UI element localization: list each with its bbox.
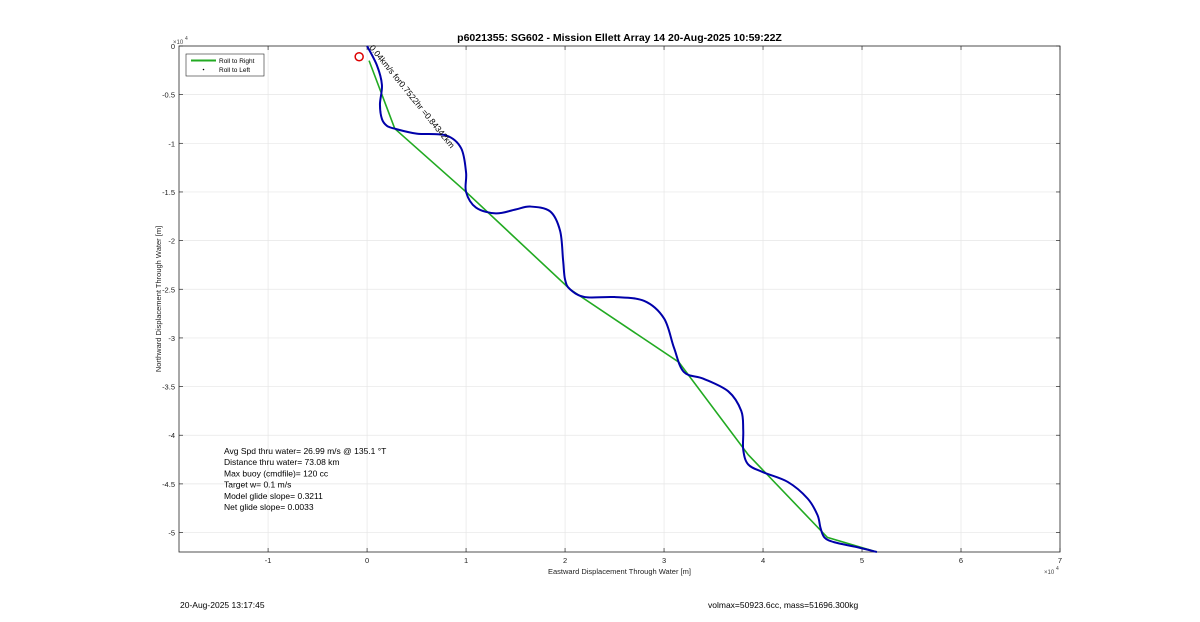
x-tick-label: 2	[563, 556, 567, 565]
series-track-line	[366, 45, 878, 553]
stats-block: Avg Spd thru water= 26.99 m/s @ 135.1 °T…	[224, 446, 386, 512]
x-tick-label: 6	[959, 556, 963, 565]
x-tick-label: 1	[464, 556, 468, 565]
stat-distance: Distance thru water= 73.08 km	[224, 457, 340, 467]
y-tick-label: -5	[168, 529, 175, 538]
y-tick-label: -0.5	[162, 91, 175, 100]
y-exponent-power: 4	[185, 36, 188, 42]
y-axis-exponent: ×10 4	[173, 36, 188, 46]
y-tick-label: -3.5	[162, 383, 175, 392]
x-tick-label: 0	[365, 556, 369, 565]
grid-lines	[179, 45, 1061, 552]
series-layer	[366, 45, 878, 553]
x-axis-exponent: ×10 4	[1044, 566, 1059, 576]
y-exponent-base: ×10	[173, 40, 184, 46]
chart-title: p6021355: SG602 - Mission Ellett Array 1…	[457, 32, 782, 44]
stat-avg-speed: Avg Spd thru water= 26.99 m/s @ 135.1 °T	[224, 446, 386, 456]
start-marker	[354, 51, 364, 62]
x-tick-label: -1	[265, 556, 272, 565]
y-tick-label: -1	[168, 139, 175, 148]
x-tick-label: 3	[662, 556, 666, 565]
y-tick-label: -2	[168, 237, 175, 246]
y-tick-label: -1.5	[162, 188, 175, 197]
x-tick-label: 5	[860, 556, 864, 565]
x-tick-label: 7	[1058, 556, 1062, 565]
x-tick-label: 4	[761, 556, 765, 565]
y-tick-label: -3	[168, 334, 175, 343]
stat-model-glide: Model glide slope= 0.3211	[224, 491, 323, 501]
y-tick-label: -4	[168, 431, 175, 440]
y-tick-label: -2.5	[162, 285, 175, 294]
x-exponent-power: 4	[1056, 566, 1059, 572]
y-tick-label: 0	[171, 42, 175, 51]
y-tick-label: -4.5	[162, 480, 175, 489]
legend: Roll to Right Roll to Left	[185, 53, 265, 77]
plot-frame	[178, 45, 1061, 553]
stat-max-buoy: Max buoy (cmdfile)= 120 cc	[224, 468, 329, 478]
axis-ticks: -1 0 1 2 3 4 5 6 7 0 -0.5 -1 -1.5 -2 -2.5 -3 -3.5 -4 -4.5 -…	[162, 42, 1062, 565]
stat-target-w: Target w= 0.1 m/s	[224, 480, 291, 490]
legend-label-roll-left: Roll to Left	[219, 67, 250, 74]
y-axis-label: Northward Displacement Through Water [m]	[154, 226, 163, 372]
series-roll-right-line	[368, 60, 878, 553]
footer-timestamp: 20-Aug-2025 13:17:45	[180, 600, 265, 610]
stat-net-glide: Net glide slope= 0.0033	[224, 502, 314, 512]
footer-volmax-mass: volmax=50923.6cc, mass=51696.300kg	[708, 600, 859, 610]
legend-label-roll-right: Roll to Right	[219, 58, 255, 65]
x-axis-label: Eastward Displacement Through Water [m]	[548, 567, 691, 576]
legend-swatch-roll-left	[202, 68, 205, 71]
x-exponent-base: ×10	[1044, 570, 1055, 576]
